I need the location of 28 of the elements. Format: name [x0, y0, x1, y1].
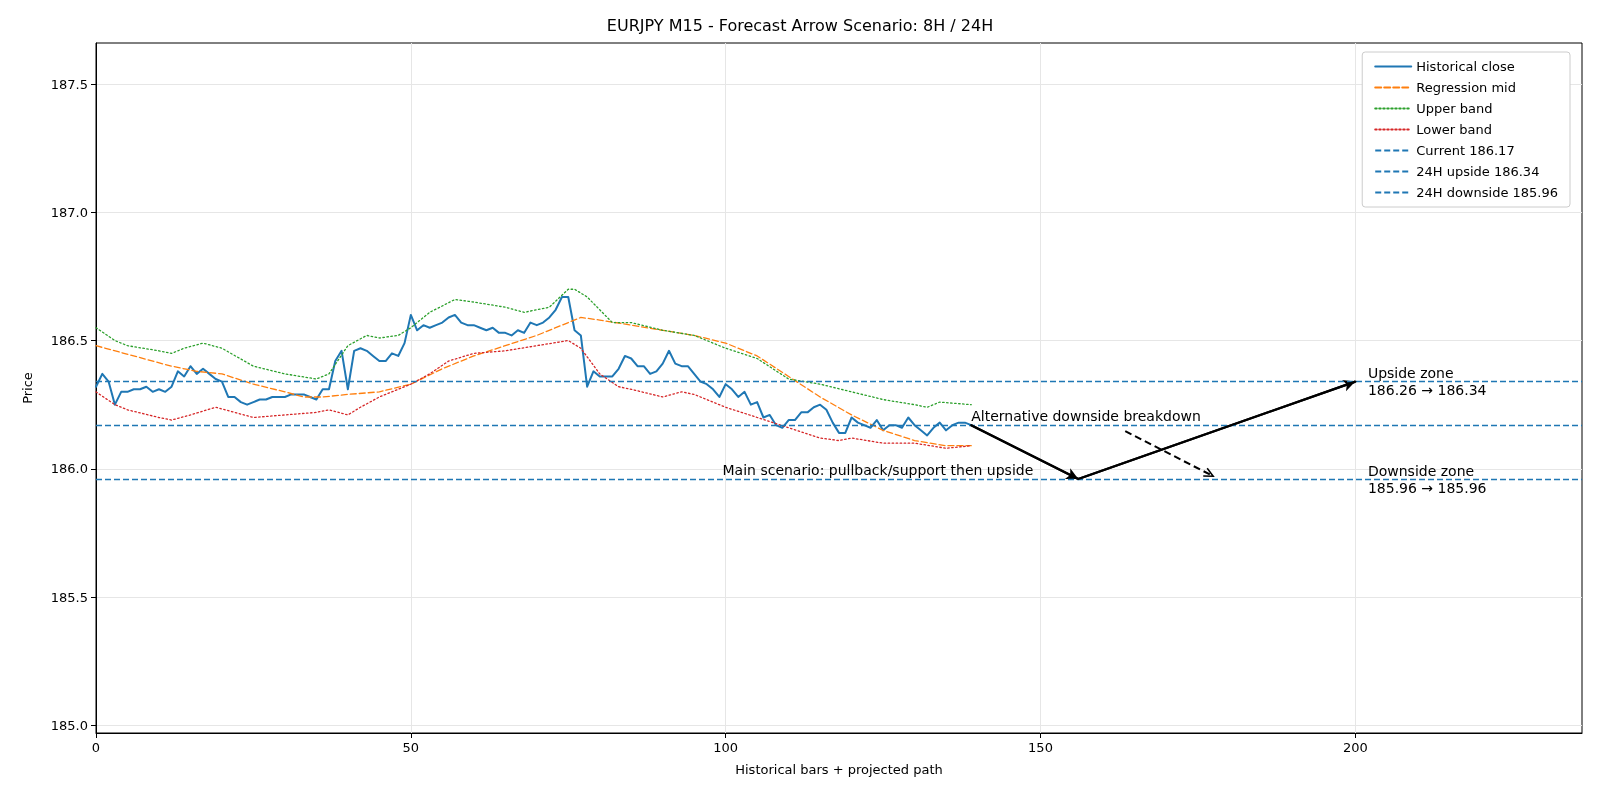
y-tick-label: 186.5 [50, 333, 88, 349]
legend-label: Historical close [1416, 59, 1515, 74]
annotation: Alternative downside breakdown [971, 407, 1201, 424]
annotation: Main scenario: pullback/support then upside [722, 461, 1034, 478]
line-series [95, 288, 972, 408]
x-tick-label: 0 [91, 740, 101, 755]
annotation: Downside zone 185.96 → 185.96 [1367, 462, 1487, 496]
y-tick-label: 187.5 [50, 76, 88, 92]
legend-label: Regression mid [1416, 80, 1516, 95]
y-axis-title: Price [20, 372, 35, 404]
chart-title: EURJPY M15 - Forecast Arrow Scenario: 8H / 24H [606, 15, 994, 35]
legend-label: 24H upside 186.34 [1416, 164, 1540, 179]
y-tick-label: 185.5 [50, 589, 88, 605]
x-tick-label: 150 [1028, 740, 1053, 755]
x-axis-title: Historical bars + projected path [735, 762, 943, 777]
legend-label: Lower band [1416, 122, 1493, 137]
y-tick-label: 187.0 [50, 204, 88, 220]
line-series [95, 316, 972, 447]
x-tick-label: 50 [402, 740, 420, 755]
y-tick-label: 185.0 [50, 717, 88, 733]
legend-label: 24H downside 185.96 [1416, 185, 1558, 200]
legend-label: Current 186.17 [1416, 143, 1515, 158]
y-tick-label: 186.0 [50, 461, 88, 477]
x-tick-label: 200 [1342, 740, 1368, 755]
annotation: Upside zone 186.26 → 186.34 [1367, 365, 1487, 399]
legend-label: Upper band [1416, 101, 1493, 116]
line-series [95, 339, 972, 449]
x-tick-label: 100 [713, 740, 739, 755]
